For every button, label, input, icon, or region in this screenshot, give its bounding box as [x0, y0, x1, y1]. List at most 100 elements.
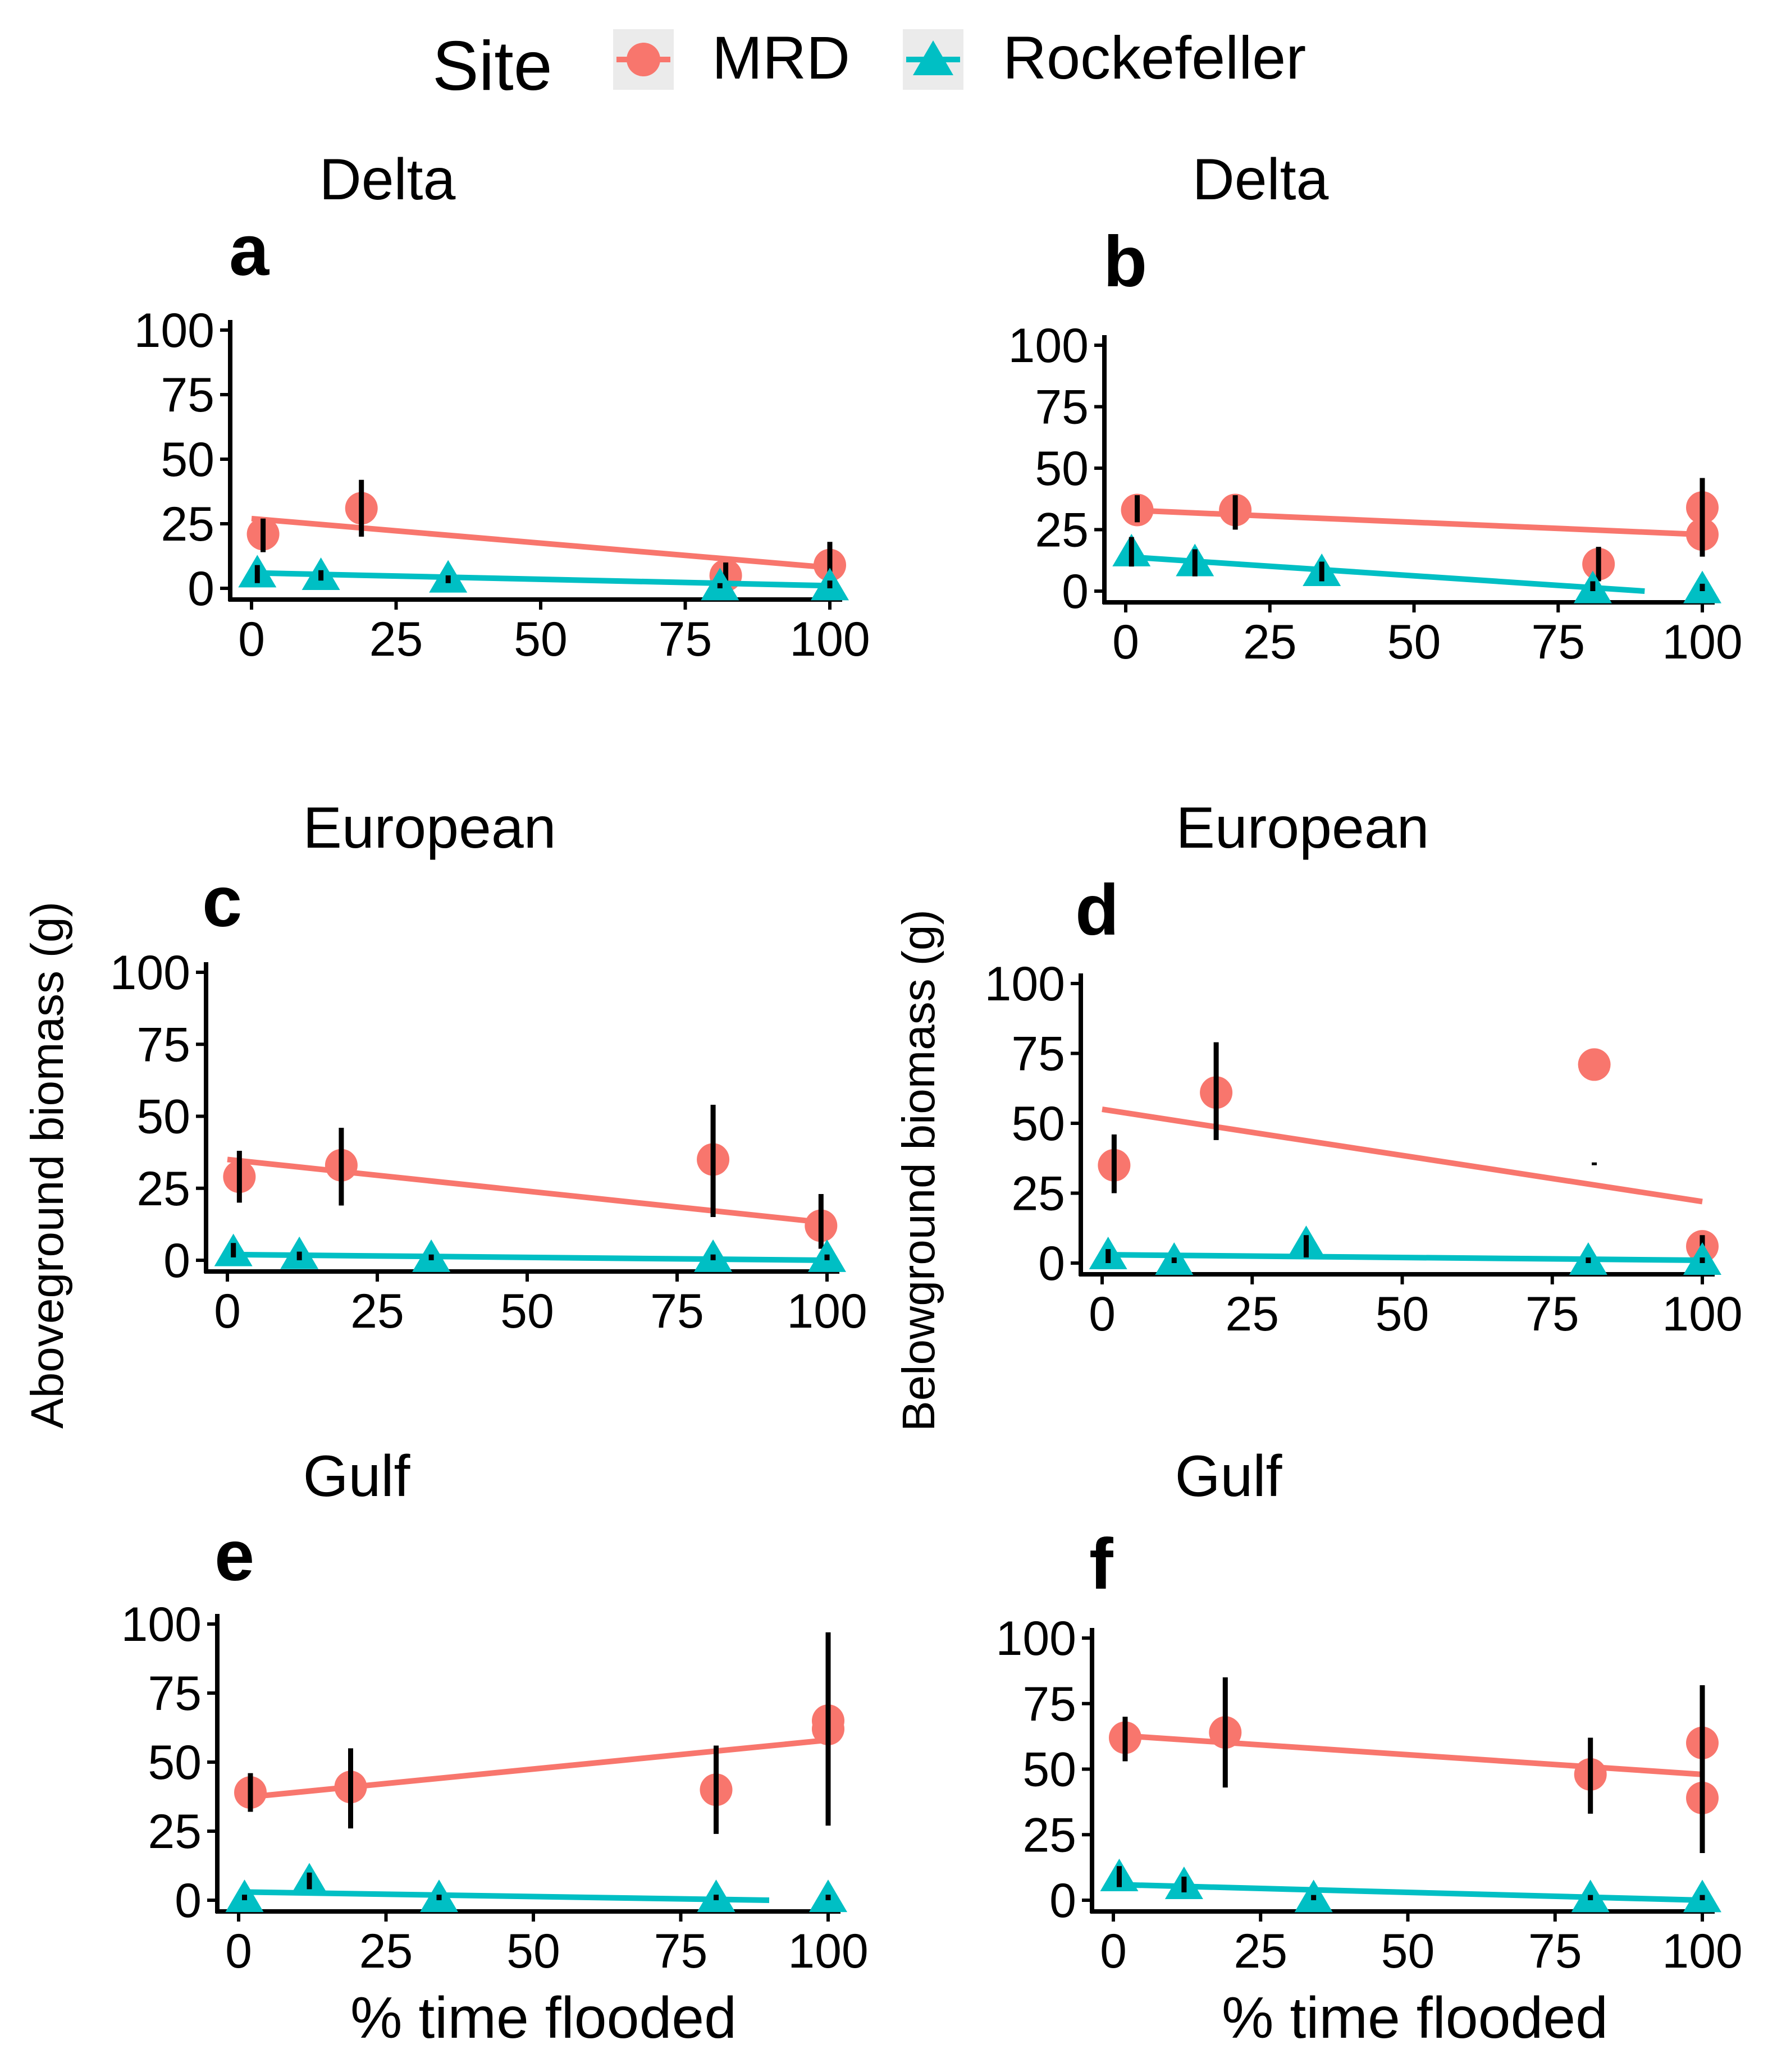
y-tick-label: 25 [161, 497, 214, 551]
panel-f: Gulf f [1089, 1444, 1282, 1604]
y-tick-label: 0 [1062, 565, 1089, 619]
x-tick-label: 25 [1225, 1287, 1279, 1341]
fit-line-mrd [1125, 507, 1703, 538]
y-tick-label: 75 [1011, 1027, 1065, 1081]
x-tick-label: 50 [506, 1924, 560, 1978]
panel-b: Delta b [1103, 147, 1329, 302]
x-tick-label: 100 [1662, 1924, 1743, 1978]
y-tick-label: 100 [996, 1612, 1077, 1666]
y-tick-label: 25 [148, 1805, 202, 1859]
legend-circle-icon [627, 43, 660, 76]
x-tick-label: 50 [1387, 615, 1441, 669]
x-tick-label: 0 [214, 1284, 241, 1338]
fit-line-rockefeller [1113, 1881, 1703, 1903]
panel-title: Delta [319, 147, 456, 212]
fit-line-mrd [251, 515, 830, 571]
y-axis-label-aboveground: Aboveground biomass (g) [22, 902, 73, 1429]
x-tick-label: 75 [1525, 1287, 1579, 1341]
x-tick-label: 50 [1381, 1924, 1435, 1978]
y-tick-label: 75 [1035, 381, 1089, 434]
fit-line-rockefeller [251, 570, 830, 589]
x-tick-label: 100 [788, 1924, 869, 1978]
plot-f: 0 25 50 75 100 0 25 50 75 100 [996, 1612, 1743, 1978]
panel-letter: e [214, 1516, 254, 1596]
legend-title: Site [432, 28, 552, 105]
y-tick-label: 0 [188, 562, 214, 616]
y-tick-label: 50 [136, 1090, 190, 1144]
data-point-mrd [1578, 1048, 1611, 1081]
y-tick-label: 0 [175, 1874, 202, 1928]
y-tick-label: 25 [1035, 504, 1089, 557]
y-tick-label: 100 [121, 1598, 202, 1652]
plot-d: 0 25 50 75 100 0 25 50 75 100 [985, 957, 1743, 1341]
y-tick-label: 25 [1022, 1808, 1076, 1862]
legend-label-mrd: MRD [712, 24, 850, 92]
x-tick-label: 25 [1243, 615, 1297, 669]
y-tick-label: 100 [1008, 319, 1089, 373]
plot-c: 0 25 50 75 100 0 25 50 75 100 [110, 946, 867, 1338]
x-tick-label: 0 [238, 612, 265, 666]
plot-a: 0 25 50 75 100 0 25 50 75 100 [134, 304, 870, 666]
y-tick-label: 100 [110, 946, 191, 1000]
panel-d: European d [1075, 795, 1429, 950]
fit-line-rockefeller [1125, 554, 1645, 594]
x-tick-label: 100 [1662, 1287, 1743, 1341]
x-tick-label: 0 [1100, 1924, 1127, 1978]
x-tick-label: 25 [1234, 1924, 1287, 1978]
fit-line-mrd [1102, 1106, 1703, 1205]
y-tick-label: 50 [148, 1736, 202, 1790]
x-tick-label: 25 [350, 1284, 404, 1338]
x-tick-label: 50 [1376, 1287, 1429, 1341]
x-tick-label: 75 [1531, 615, 1585, 669]
x-tick-label: 0 [1112, 615, 1139, 669]
panel-title: Delta [1193, 147, 1329, 212]
y-tick-label: 25 [1011, 1167, 1065, 1221]
panel-title: European [303, 795, 556, 861]
y-tick-label: 75 [136, 1018, 190, 1072]
x-tick-label: 75 [1528, 1924, 1582, 1978]
fit-line-mrd [238, 1737, 829, 1801]
y-tick-label: 0 [163, 1234, 190, 1288]
plot-b: 0 25 50 75 100 0 25 50 75 100 [1008, 319, 1743, 669]
x-axis-label-left: % time flooded [350, 1986, 737, 2051]
x-axis-label-right: % time flooded [1222, 1986, 1608, 2051]
legend-key-rockefeller [903, 29, 963, 90]
y-tick-label: 50 [1022, 1743, 1076, 1797]
y-tick-label: 75 [1022, 1677, 1076, 1731]
y-tick-label: 50 [1011, 1097, 1065, 1151]
legend-label-rockefeller: Rockefeller [1003, 24, 1306, 92]
y-tick-label: 75 [148, 1667, 202, 1721]
fit-line-rockefeller [227, 1251, 828, 1263]
panel-letter: c [202, 862, 242, 942]
x-tick-label: 25 [359, 1924, 413, 1978]
plot-e: 0 25 50 75 100 0 25 50 75 100 [121, 1598, 869, 1978]
panel-title: Gulf [1175, 1444, 1283, 1509]
fit-line-rockefeller [1102, 1252, 1703, 1264]
y-tick-label: 100 [985, 957, 1066, 1011]
x-tick-label: 100 [789, 612, 870, 666]
y-tick-label: 50 [1035, 442, 1089, 496]
legend-key-mrd [613, 29, 674, 90]
panel-letter: d [1075, 870, 1119, 950]
legend: Site MRD Rockefeller [432, 24, 1306, 105]
panel-letter: f [1089, 1524, 1113, 1604]
y-axis-label-belowground: Belowground biomass (g) [893, 909, 944, 1431]
y-tick-label: 0 [1038, 1237, 1065, 1291]
x-tick-label: 75 [654, 1924, 708, 1978]
panel-c: European c [202, 795, 556, 942]
panel-letter: b [1103, 222, 1147, 302]
y-tick-label: 100 [134, 304, 215, 358]
panel-a: Delta a [229, 147, 456, 291]
y-tick-label: 50 [161, 433, 214, 487]
y-tick-label: 25 [136, 1162, 190, 1216]
x-tick-label: 25 [369, 612, 423, 666]
x-tick-label: 0 [225, 1924, 252, 1978]
x-tick-label: 100 [1662, 615, 1743, 669]
y-tick-label: 75 [161, 368, 214, 422]
x-tick-label: 75 [659, 612, 712, 666]
legend-triangle-icon [913, 40, 953, 75]
x-tick-label: 0 [1089, 1287, 1116, 1341]
panel-title: Gulf [303, 1444, 411, 1509]
fit-line-mrd [227, 1156, 828, 1226]
